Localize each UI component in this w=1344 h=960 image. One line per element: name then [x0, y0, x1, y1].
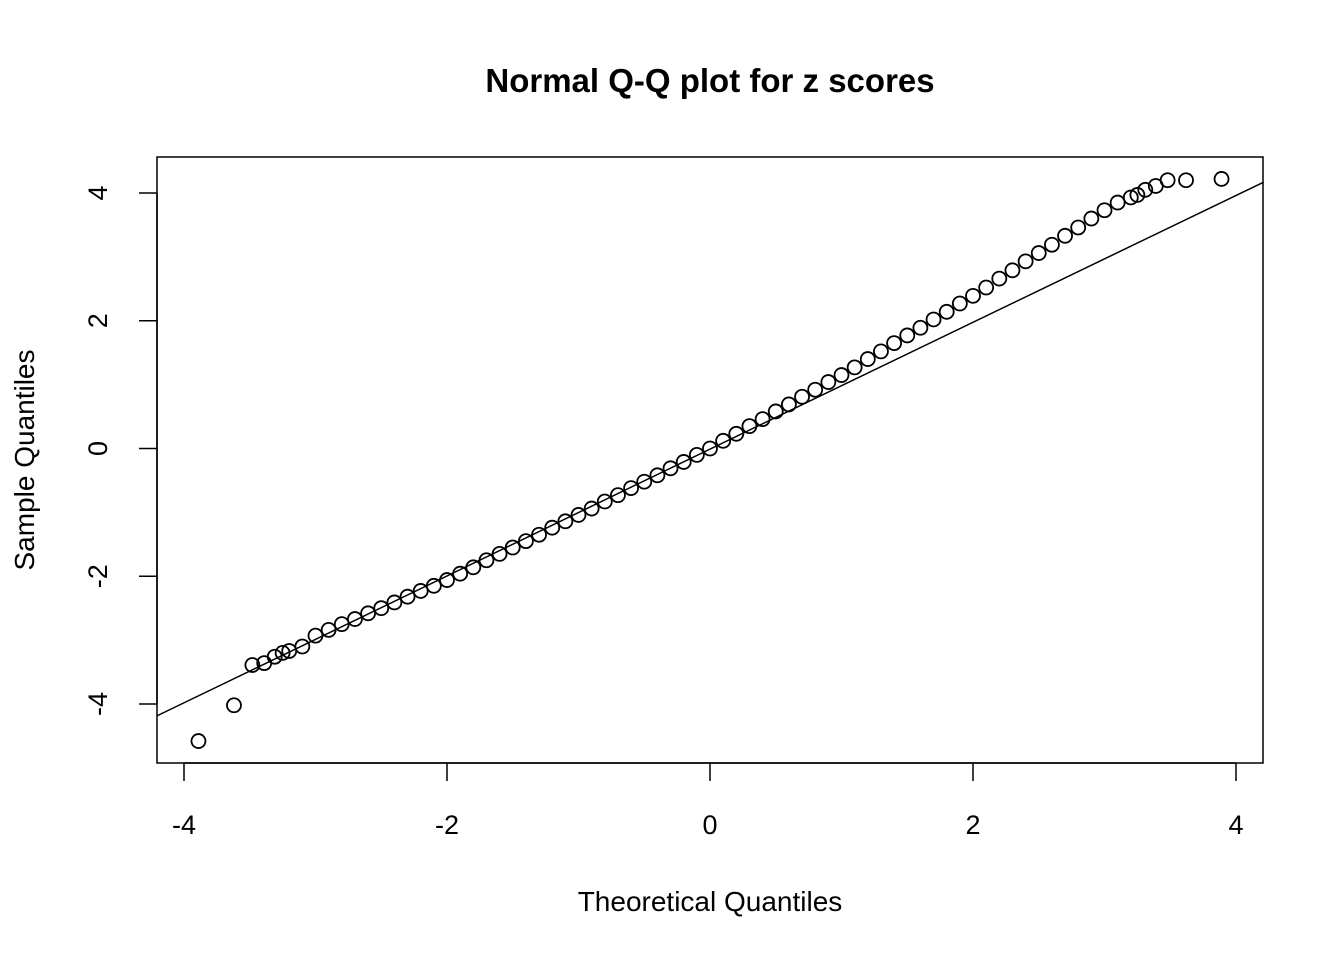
data-point — [465, 559, 482, 576]
data-point — [873, 343, 889, 360]
data-point — [820, 374, 837, 390]
data-point — [544, 519, 561, 536]
data-point — [399, 588, 416, 605]
reference-line-group — [156, 181, 1264, 717]
data-point — [899, 327, 916, 344]
data-point — [1109, 194, 1126, 211]
data-point — [1070, 219, 1087, 236]
data-point — [1096, 202, 1113, 219]
data-point — [504, 539, 521, 556]
data-point — [226, 697, 242, 714]
data-point — [662, 460, 679, 477]
data-point — [266, 648, 283, 665]
data-point — [360, 605, 377, 622]
x-tick-label: 4 — [1228, 810, 1243, 840]
data-point — [320, 622, 337, 638]
data-point — [570, 507, 587, 523]
data-point — [274, 645, 291, 661]
data-point — [610, 487, 626, 504]
data-point — [794, 388, 810, 405]
data-point — [1178, 172, 1194, 189]
data-point — [675, 454, 692, 470]
data-point — [557, 513, 574, 530]
data-point — [767, 403, 784, 420]
data-point — [978, 279, 995, 296]
data-point — [478, 552, 495, 569]
y-tick-label: -4 — [83, 692, 113, 716]
data-point — [781, 396, 797, 413]
data-point — [951, 295, 968, 312]
data-point — [623, 480, 639, 497]
data-point — [938, 303, 955, 320]
data-point — [1159, 172, 1176, 189]
data-point — [333, 616, 350, 633]
data-point — [649, 467, 666, 484]
data-point — [531, 526, 547, 543]
data-point — [1030, 245, 1047, 261]
data-point — [741, 418, 758, 435]
data-point — [1129, 187, 1146, 203]
data-point — [412, 583, 429, 599]
data-point — [754, 411, 771, 428]
data-point — [294, 638, 311, 655]
data-point — [886, 335, 902, 352]
data-point — [583, 500, 600, 517]
data-point — [190, 733, 207, 749]
data-point — [846, 359, 863, 376]
chart-title: Normal Q-Q plot for z scores — [485, 62, 934, 99]
data-point — [1213, 171, 1230, 187]
x-axis-label: Theoretical Quantiles — [578, 886, 843, 917]
data-point — [991, 270, 1008, 287]
data-point — [244, 657, 261, 673]
x-tick-label: -4 — [172, 810, 196, 840]
data-point — [373, 600, 390, 617]
data-point — [386, 594, 403, 611]
data-point — [425, 577, 442, 594]
data-point — [1044, 236, 1060, 253]
data-point — [596, 493, 613, 510]
data-point — [1083, 210, 1100, 227]
data-point — [807, 381, 824, 398]
data-point — [1137, 181, 1154, 198]
data-point — [925, 311, 942, 328]
y-axis-label: Sample Quantiles — [9, 349, 40, 570]
data-point — [1017, 253, 1034, 270]
x-tick-label: 2 — [965, 810, 980, 840]
data-point — [636, 473, 653, 490]
data-point — [912, 319, 929, 336]
points-group — [190, 171, 1230, 749]
data-point — [859, 351, 876, 367]
y-tick-label: 0 — [83, 441, 113, 456]
data-point — [688, 446, 705, 463]
data-point — [518, 533, 534, 550]
data-point — [347, 611, 363, 627]
x-tick-label: 0 — [702, 810, 717, 840]
x-axis: -4 -2 0 2 4 — [172, 762, 1244, 840]
y-tick-label: 4 — [83, 185, 113, 200]
y-axis: -4 -2 0 2 4 — [83, 185, 158, 716]
data-point — [491, 545, 508, 562]
data-point — [728, 425, 745, 442]
data-point — [439, 572, 455, 588]
y-tick-label: -2 — [83, 564, 113, 588]
plot-frame — [156, 156, 1264, 764]
data-point — [833, 367, 850, 383]
data-point — [307, 627, 324, 644]
data-point — [1004, 262, 1021, 279]
x-tick-label: -2 — [435, 810, 459, 840]
reference-line — [156, 181, 1264, 717]
data-point — [1057, 227, 1073, 244]
data-point — [452, 565, 469, 582]
data-point — [702, 440, 718, 457]
data-point — [1122, 189, 1139, 206]
data-point — [965, 287, 981, 304]
y-tick-label: 2 — [83, 313, 113, 328]
data-point — [715, 432, 732, 449]
